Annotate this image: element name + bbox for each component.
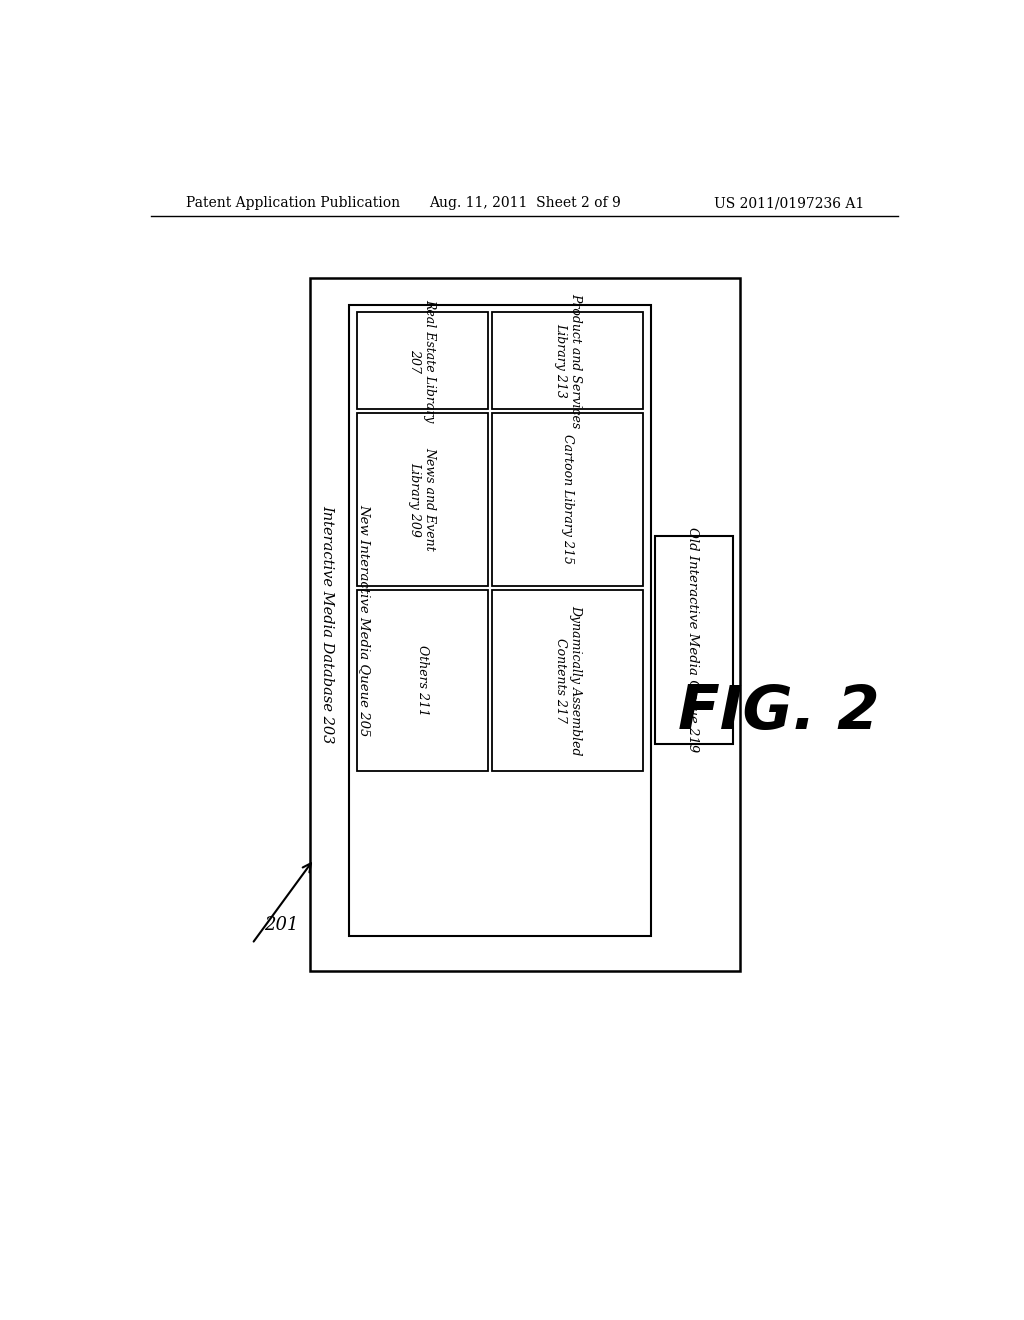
Bar xyxy=(356,313,488,409)
Bar xyxy=(493,313,643,409)
Text: Old Interactive Media Queue 219: Old Interactive Media Queue 219 xyxy=(687,527,700,752)
Text: Cartoon Library 215: Cartoon Library 215 xyxy=(561,434,574,564)
Text: Real Estate Library
207: Real Estate Library 207 xyxy=(409,298,436,422)
Text: Dynamically Assembled
Contents 217: Dynamically Assembled Contents 217 xyxy=(554,605,582,755)
Bar xyxy=(655,536,732,743)
Bar xyxy=(493,590,643,771)
Bar xyxy=(356,412,488,586)
Bar xyxy=(356,590,488,771)
Bar xyxy=(310,277,740,970)
Text: Others 211: Others 211 xyxy=(416,644,429,715)
Text: FIG. 2: FIG. 2 xyxy=(678,684,880,742)
Text: New Interactive Media Queue 205: New Interactive Media Queue 205 xyxy=(357,504,371,737)
Text: Interactive Media Database 203: Interactive Media Database 203 xyxy=(321,506,334,743)
Text: Patent Application Publication: Patent Application Publication xyxy=(186,197,400,210)
Text: News and Event
Library 209: News and Event Library 209 xyxy=(409,447,436,550)
Text: 201: 201 xyxy=(263,916,298,933)
Text: Aug. 11, 2011  Sheet 2 of 9: Aug. 11, 2011 Sheet 2 of 9 xyxy=(429,197,621,210)
Bar xyxy=(349,305,651,936)
Text: Product and Services
Library 213: Product and Services Library 213 xyxy=(554,293,582,428)
Text: US 2011/0197236 A1: US 2011/0197236 A1 xyxy=(714,197,864,210)
Bar xyxy=(493,412,643,586)
